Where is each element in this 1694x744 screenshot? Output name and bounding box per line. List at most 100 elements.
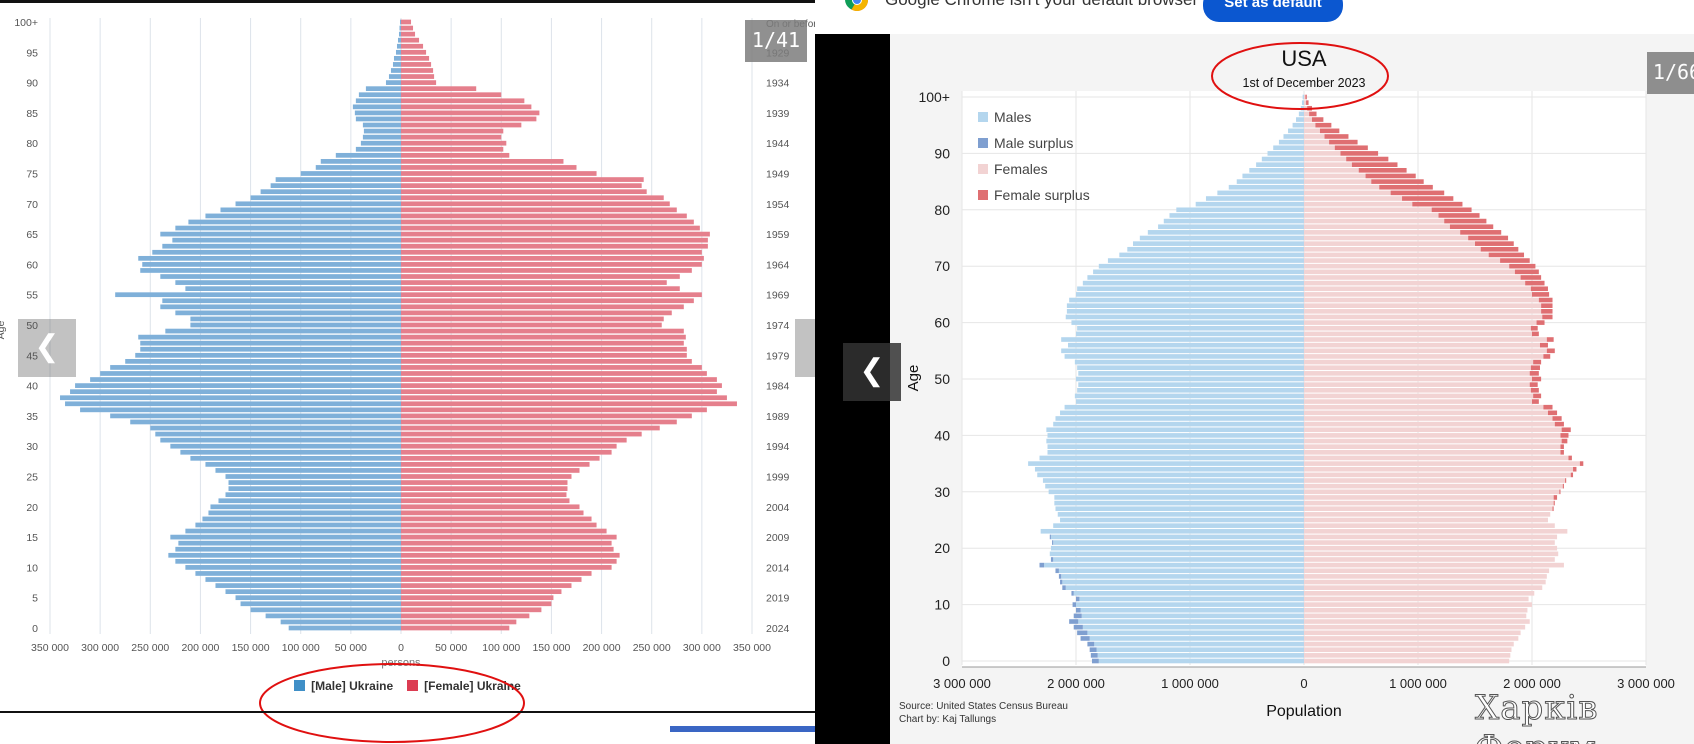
bar-male	[1066, 309, 1304, 314]
bar-male	[392, 62, 401, 67]
bar-male	[175, 280, 401, 285]
bar-male	[1080, 607, 1304, 613]
bar-male	[228, 480, 401, 485]
prev-slide-button[interactable]: ❮	[843, 343, 901, 401]
bar-male	[205, 462, 401, 467]
bar-female-surplus	[1324, 134, 1349, 139]
bar-female	[401, 116, 537, 122]
bar-female-surplus	[1311, 117, 1324, 122]
bar-male	[1040, 528, 1304, 534]
y-axis-label: Age	[905, 365, 922, 392]
bar-male	[399, 25, 401, 31]
bar-female	[1304, 534, 1558, 540]
y-tick-label: 10	[26, 562, 38, 574]
bar-male	[1060, 410, 1304, 416]
bar-male-surplus	[1073, 613, 1082, 619]
x-tick-label: 2 000 000	[1047, 676, 1105, 691]
bar-female	[1304, 444, 1561, 449]
bar-female	[1304, 230, 1461, 235]
bar-female	[1304, 410, 1548, 416]
bar-female-surplus	[1351, 162, 1398, 167]
bar-female	[1304, 218, 1445, 224]
bar-female	[401, 43, 424, 49]
bar-female	[401, 462, 590, 467]
bar-male	[190, 316, 401, 322]
bar-female	[1304, 331, 1532, 337]
bar-male	[1077, 325, 1304, 331]
bar-male	[1055, 416, 1304, 421]
bar-male	[355, 98, 401, 104]
y-tick-label: 50	[934, 371, 950, 387]
bar-female	[1304, 122, 1316, 128]
bar-female	[401, 407, 707, 413]
bar-male	[60, 395, 402, 401]
bar-female-surplus	[1365, 173, 1416, 179]
bar-male	[80, 407, 401, 413]
bar-female	[401, 128, 504, 134]
bar-female	[1304, 235, 1469, 241]
y-tick-label: 90	[26, 78, 38, 90]
bar-female	[1304, 607, 1528, 613]
bar-female	[401, 352, 687, 358]
bar-female-surplus	[1530, 387, 1539, 393]
bar-female	[1304, 179, 1372, 184]
bar-female	[401, 492, 567, 498]
bar-female	[401, 480, 568, 485]
bar-female-surplus	[1530, 365, 1540, 371]
bar-male	[1097, 653, 1304, 658]
y-tick-label: 20	[26, 502, 38, 514]
bar-female	[401, 377, 717, 382]
bar-female-surplus	[1529, 382, 1538, 387]
bar-male	[1119, 252, 1304, 258]
bar-female	[1304, 359, 1534, 365]
bar-male	[195, 571, 401, 576]
y2-tick-label: 1934	[766, 78, 790, 90]
bar-male	[1064, 354, 1304, 359]
bottom-blue-bar	[670, 726, 815, 732]
y2-tick-label: 1949	[766, 169, 790, 181]
bar-female	[401, 522, 597, 528]
bar-male	[138, 255, 401, 261]
bar-female	[1304, 421, 1555, 427]
bar-female	[401, 255, 704, 261]
bar-female	[401, 243, 708, 249]
bar-female	[1304, 613, 1527, 619]
set-default-button[interactable]: Set as default	[1203, 0, 1343, 22]
bar-female-surplus	[1449, 224, 1494, 230]
bar-male	[175, 546, 401, 552]
bar-male	[1077, 365, 1304, 371]
bar-male	[1236, 179, 1304, 184]
bar-male	[162, 243, 401, 249]
bar-male-surplus	[1080, 636, 1090, 641]
legend-label: Females	[994, 161, 1048, 177]
bar-female	[401, 571, 592, 576]
bar-female	[401, 37, 420, 43]
bar-male	[215, 583, 401, 588]
y2-tick-label: 2014	[766, 562, 790, 574]
bar-male	[150, 425, 401, 431]
bar-male	[1081, 613, 1304, 619]
bar-male	[160, 231, 401, 237]
bar-female	[1304, 658, 1510, 664]
bar-female	[1304, 371, 1530, 376]
bar-female	[1304, 168, 1359, 173]
bar-female	[1304, 354, 1544, 359]
bar-female-surplus	[1533, 359, 1542, 365]
bar-female	[1304, 630, 1521, 636]
x-axis-label: persons	[381, 657, 421, 669]
legend-label: Female surplus	[994, 187, 1090, 203]
prev-slide-button[interactable]: ❮	[18, 319, 76, 377]
bar-female	[401, 552, 620, 558]
bar-female	[401, 449, 612, 455]
bar-male	[1053, 540, 1304, 545]
bar-male	[1079, 596, 1304, 602]
bar-female-surplus	[1412, 201, 1463, 207]
bar-male	[1061, 337, 1304, 342]
bar-male	[1046, 427, 1304, 433]
bar-female	[1304, 303, 1542, 308]
bar-female	[401, 371, 707, 376]
next-slide-button-partial[interactable]	[795, 319, 815, 377]
y-axis-label: Age	[0, 321, 7, 340]
bar-male	[235, 595, 401, 601]
bar-male	[235, 201, 401, 207]
